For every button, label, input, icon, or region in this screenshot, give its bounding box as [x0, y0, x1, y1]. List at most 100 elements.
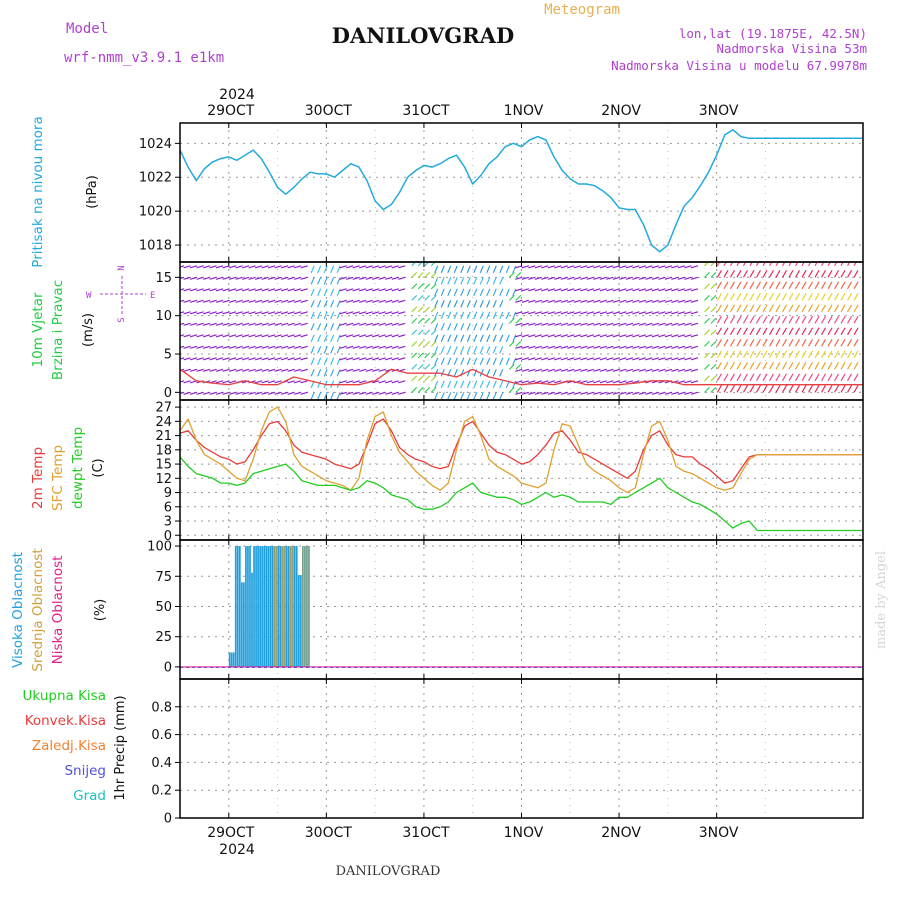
wind-vector	[453, 334, 458, 343]
wind-vector	[775, 385, 781, 393]
wind-vector	[287, 311, 295, 315]
wind-speed-line	[180, 368, 863, 386]
temperature-y-tick-label: 18	[155, 443, 172, 458]
wind-vector	[365, 299, 373, 303]
wind-vector	[847, 385, 853, 393]
mid-cloud-bar	[304, 546, 306, 667]
wind-vector	[775, 316, 781, 324]
dewpoint-ylabel: dewpt Temp	[70, 427, 86, 509]
wind-vector	[769, 304, 774, 313]
wind-vector	[254, 265, 263, 269]
wind-vector	[417, 363, 424, 370]
wind-vector	[612, 380, 621, 384]
wind-vector	[330, 357, 335, 366]
wind-vector	[274, 345, 282, 349]
wind-vector	[619, 311, 627, 315]
wind-vector	[690, 311, 699, 315]
wind-vector	[209, 265, 217, 269]
wind-vector	[586, 265, 595, 269]
wind-vector	[222, 345, 230, 349]
wind-vector	[560, 368, 568, 372]
wind-vector	[447, 311, 452, 320]
wind-vector	[632, 391, 640, 395]
wind-vector	[352, 368, 360, 372]
wind-vector	[723, 350, 729, 359]
wind-vector	[534, 299, 542, 303]
wind-vector	[716, 350, 722, 359]
wind-vector	[317, 334, 322, 343]
wind-vector	[228, 391, 237, 395]
wind-vector	[492, 334, 497, 343]
wind-vector	[323, 369, 328, 377]
precip-y-tick-label: 0.8	[151, 700, 172, 715]
wind-vector	[515, 345, 523, 349]
wind-vector	[769, 270, 774, 278]
wind-vector	[196, 311, 204, 315]
wind-vector	[528, 322, 536, 326]
wind-vector	[638, 311, 647, 315]
wind-vector	[460, 392, 465, 400]
wind-vector	[300, 288, 308, 292]
wind-vector	[424, 329, 431, 336]
wind-vector	[391, 322, 399, 326]
wind-vector	[567, 391, 575, 395]
wind-vector	[736, 373, 742, 382]
wind-vector	[398, 334, 406, 338]
wind-vector	[434, 311, 439, 320]
wind-vector	[261, 380, 269, 384]
wind-vector	[749, 373, 755, 382]
wind-vector	[651, 368, 660, 372]
wind-vector	[645, 311, 653, 315]
wind-vector	[528, 357, 536, 361]
wind-vector	[336, 323, 341, 331]
mid-cloud-ylabel: Srednja Oblacnost	[30, 548, 46, 671]
wind-vector	[736, 362, 742, 370]
wind-vector	[385, 299, 393, 303]
wind-vector	[808, 281, 814, 290]
wind-vector	[359, 288, 367, 292]
wind-vector	[710, 306, 717, 313]
wind-vector	[554, 276, 562, 280]
clouds-y-tick-label: 100	[147, 540, 172, 555]
wind-vector	[430, 329, 437, 336]
wind-vector	[499, 392, 504, 400]
wind-ylabel-2: Brzina i Pravac	[50, 280, 66, 380]
wind-vector	[460, 334, 465, 343]
wind-vector	[323, 357, 328, 366]
wind-vector	[742, 350, 748, 359]
wind-vector	[638, 357, 647, 361]
wind-vector	[560, 345, 568, 349]
wind-vector	[183, 357, 191, 361]
wind-vector	[690, 357, 699, 361]
wind-vector	[762, 350, 768, 359]
wind-vector	[782, 362, 787, 370]
mid-cloud-bar	[306, 546, 308, 667]
wind-vector	[704, 329, 710, 336]
wind-vector	[378, 391, 386, 395]
wind-vector	[466, 323, 471, 331]
wind-vector	[183, 288, 191, 292]
wind-vector	[499, 277, 504, 285]
wind-vector	[499, 311, 504, 320]
wind-vector	[677, 322, 686, 326]
wind-vector	[466, 357, 471, 366]
wind-vector	[547, 380, 555, 384]
wind-vector	[801, 339, 807, 347]
wind-vector	[619, 345, 627, 349]
wind-vector	[505, 288, 510, 297]
wind-vector	[352, 288, 360, 292]
wind-vector	[808, 316, 814, 324]
wind-vector	[411, 283, 418, 290]
wind-vector	[840, 373, 846, 382]
wind-vector	[222, 357, 230, 361]
wind-vector	[606, 299, 614, 303]
wind-vector	[580, 299, 588, 303]
wind-vector	[424, 386, 431, 393]
wind-vector	[658, 288, 666, 292]
top-day-label: 31OCT	[402, 103, 450, 119]
wind-vector	[447, 346, 452, 354]
high-cloud-bar	[251, 572, 253, 667]
pressure-y-tick-label: 1020	[139, 205, 172, 220]
wind-vector	[593, 345, 601, 349]
wind-vector	[827, 339, 833, 347]
